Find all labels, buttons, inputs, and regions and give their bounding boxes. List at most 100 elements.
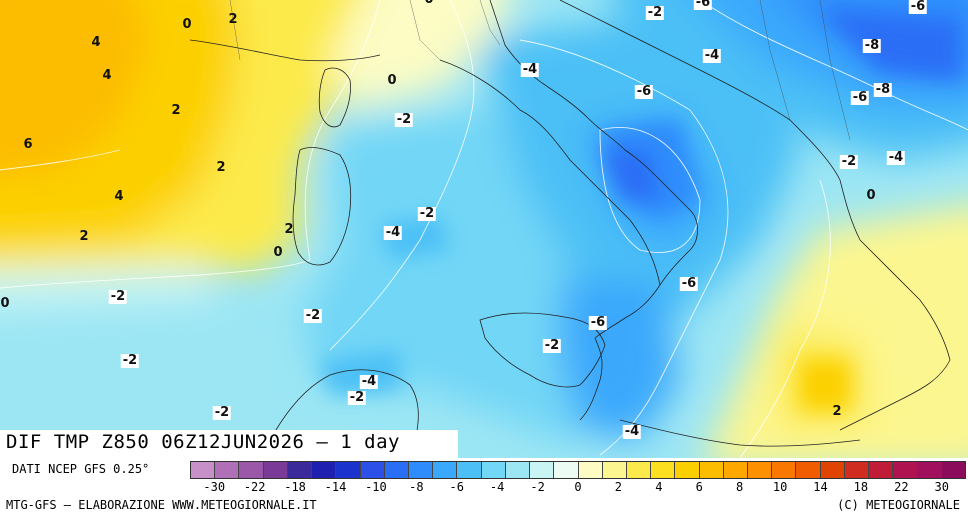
colorbar-ticks: -30 -22 -18 -14 -10 -8 -6 -4 -2 0 2 4 6 8 10 14 18 22 30 [190,480,966,494]
temperature-anomaly-map [0,0,968,458]
colorbar-tick-label: -22 [243,480,266,494]
colorbar-tick-label: 30 [934,480,949,494]
isoline-label: -4 [383,225,403,240]
isoline-label: 2 [171,103,181,118]
colorbar-tick-label: 6 [695,480,703,494]
colorbar-tick-label: -14 [324,480,347,494]
colorbar-tick-label: -4 [489,480,505,494]
colorbar-swatch [554,462,579,478]
colorbar-swatch [796,462,821,478]
isoline-label: 0 [866,188,876,203]
colorbar-tick-label: 10 [772,480,788,494]
colorbar-swatch [239,462,264,478]
colorbar-swatch [312,462,337,478]
colorbar-swatch [820,462,845,478]
colorbar-swatch [384,462,409,478]
isoline-label: -4 [886,150,906,165]
colorbar-swatch [844,462,870,478]
colorbar-swatch [723,462,749,478]
data-source: DATI NCEP GFS 0.25° [12,462,150,476]
colorbar-swatch [578,462,603,478]
colorbar-swatch [336,462,361,478]
colorbar-tick-label: 2 [614,480,623,494]
colorbar-swatch [893,462,918,478]
colorbar-swatch [263,462,288,478]
isoline-label: -2 [108,289,128,304]
isoline-label: -6 [693,0,713,10]
isoline-label: 2 [284,222,294,237]
isoline-label: -2 [839,154,859,169]
colorbar [190,461,966,479]
colorbar-swatch [191,462,216,478]
isoline-label: 6 [23,137,33,152]
isoline-label: -8 [862,38,882,53]
isoline-label: -6 [908,0,928,14]
colorbar-swatch [433,462,458,478]
isoline-label: -2 [394,112,414,127]
isoline-label: -4 [520,62,540,77]
map-canvas [0,0,968,458]
colorbar-swatch [457,462,482,478]
colorbar-swatch [287,462,313,478]
colorbar-tick-label: -30 [203,480,226,494]
isoline-label: -2 [347,390,367,405]
colorbar-swatch [748,462,773,478]
colorbar-swatch [360,462,385,478]
colorbar-tick-label: -6 [449,480,464,494]
isoline-label: -4 [359,374,379,389]
colorbar-tick-label: 4 [655,480,663,494]
colorbar-swatch [530,462,555,478]
isoline-label: -4 [702,48,722,63]
colorbar-swatch [408,462,434,478]
colorbar-swatch [917,462,942,478]
colorbar-swatch [941,462,965,478]
colorbar-tick-label: 0 [574,480,582,494]
isoline-label: 0 [182,17,192,32]
credit-right: (C) METEOGIORNALE [837,498,960,512]
isoline-label: 0 [0,296,10,311]
colorbar-swatch [602,462,627,478]
colorbar-tick-label: -8 [409,480,424,494]
colorbar-swatch [772,462,797,478]
colorbar-swatch [215,462,240,478]
isoline-label: -2 [542,338,562,353]
isoline-label: -6 [588,315,608,330]
colorbar-tick-label: 8 [736,480,744,494]
isoline-label: 0 [273,245,283,260]
isoline-label: 0 [422,0,435,7]
colorbar-swatch [626,462,652,478]
isoline-label: -6 [850,90,870,105]
isoline-label: 4 [91,35,101,50]
isoline-label: 2 [832,404,842,419]
isoline-label: -2 [120,353,140,368]
colorbar-tick-label: 14 [813,480,828,494]
isoline-label: -8 [873,82,893,97]
colorbar-swatch [481,462,506,478]
isoline-label: 2 [216,160,226,175]
isolines [0,0,968,458]
colorbar-swatch [505,462,531,478]
credit-left: MTG-GFS – ELABORAZIONE WWW.METEOGIORNALE… [6,498,317,512]
isoline-label: -6 [679,276,699,291]
isoline-label: -2 [417,206,437,221]
map-title: DIF TMP Z850 06Z12JUN2026 – 1 day [6,431,400,453]
colorbar-tick-label: -10 [365,480,387,494]
colorbar-tick-label: 22 [894,480,909,494]
colorbar-swatch [675,462,700,478]
isoline-label: -2 [303,308,323,323]
colorbar-swatch [699,462,724,478]
colorbar-swatch [651,462,676,478]
colorbar-tick-label: 18 [853,480,869,494]
isoline-label: -4 [622,424,642,439]
isoline-label: 4 [114,189,124,204]
isoline-label: 4 [102,68,112,83]
colorbar-swatch [869,462,894,478]
isoline-label: -2 [212,405,232,420]
colorbar-tick-label: -18 [284,480,306,494]
coastlines [189,0,951,458]
isoline-label: -6 [634,84,654,99]
colorbar-tick-label: -2 [530,480,545,494]
title-box [0,430,458,458]
isoline-label: -2 [645,5,665,20]
isoline-label: 2 [79,229,89,244]
